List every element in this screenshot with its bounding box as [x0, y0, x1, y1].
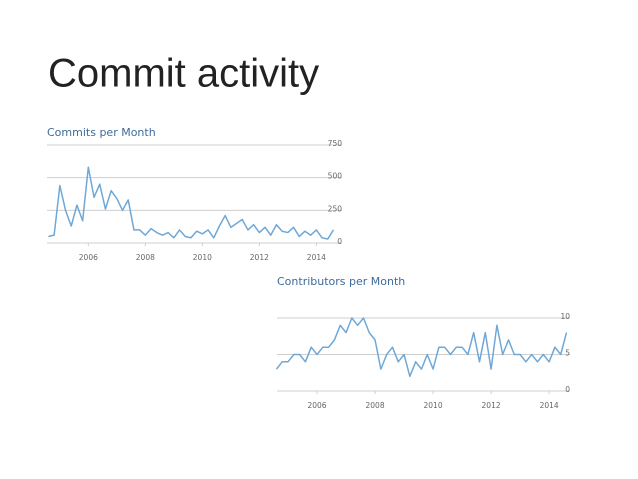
- data-line: [275, 317, 568, 378]
- x-tick-label: 2006: [307, 401, 326, 410]
- y-tick-label: 10: [560, 312, 570, 321]
- x-tick-label: 2014: [307, 253, 326, 262]
- x-tick-label: 2010: [424, 401, 443, 410]
- x-tick-label: 2008: [136, 253, 155, 262]
- x-tick-label: 2014: [540, 401, 559, 410]
- slide-title: Commit activity: [48, 52, 319, 96]
- x-tick-label: 2008: [366, 401, 385, 410]
- x-tick-label: 2012: [482, 401, 501, 410]
- data-line: [48, 166, 335, 240]
- x-tick-label: 2010: [193, 253, 212, 262]
- chart-title: Contributors per Month: [277, 275, 405, 288]
- y-tick-label: 500: [328, 172, 343, 181]
- y-tick-label: 0: [337, 237, 342, 246]
- y-tick-label: 250: [328, 204, 343, 213]
- x-tick-label: 2012: [250, 253, 269, 262]
- chart-title: Commits per Month: [47, 126, 156, 139]
- y-tick-label: 5: [565, 349, 570, 358]
- y-tick-label: 0: [565, 385, 570, 394]
- x-tick-label: 2006: [79, 253, 98, 262]
- y-tick-label: 750: [328, 139, 343, 148]
